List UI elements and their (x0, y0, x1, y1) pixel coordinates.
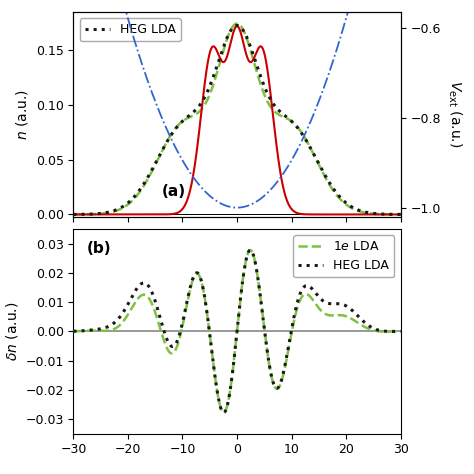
Y-axis label: $V_{\rm ext}$ (a.u.): $V_{\rm ext}$ (a.u.) (446, 81, 463, 148)
Legend: 1$e$ LDA, HEG LDA: 1$e$ LDA, HEG LDA (293, 235, 394, 277)
Text: (b): (b) (87, 241, 111, 256)
Legend: HEG LDA: HEG LDA (80, 18, 181, 41)
Y-axis label: $n$ (a.u.): $n$ (a.u.) (14, 89, 30, 140)
Text: (a): (a) (162, 184, 186, 199)
Y-axis label: $\delta n$ (a.u.): $\delta n$ (a.u.) (4, 301, 20, 361)
